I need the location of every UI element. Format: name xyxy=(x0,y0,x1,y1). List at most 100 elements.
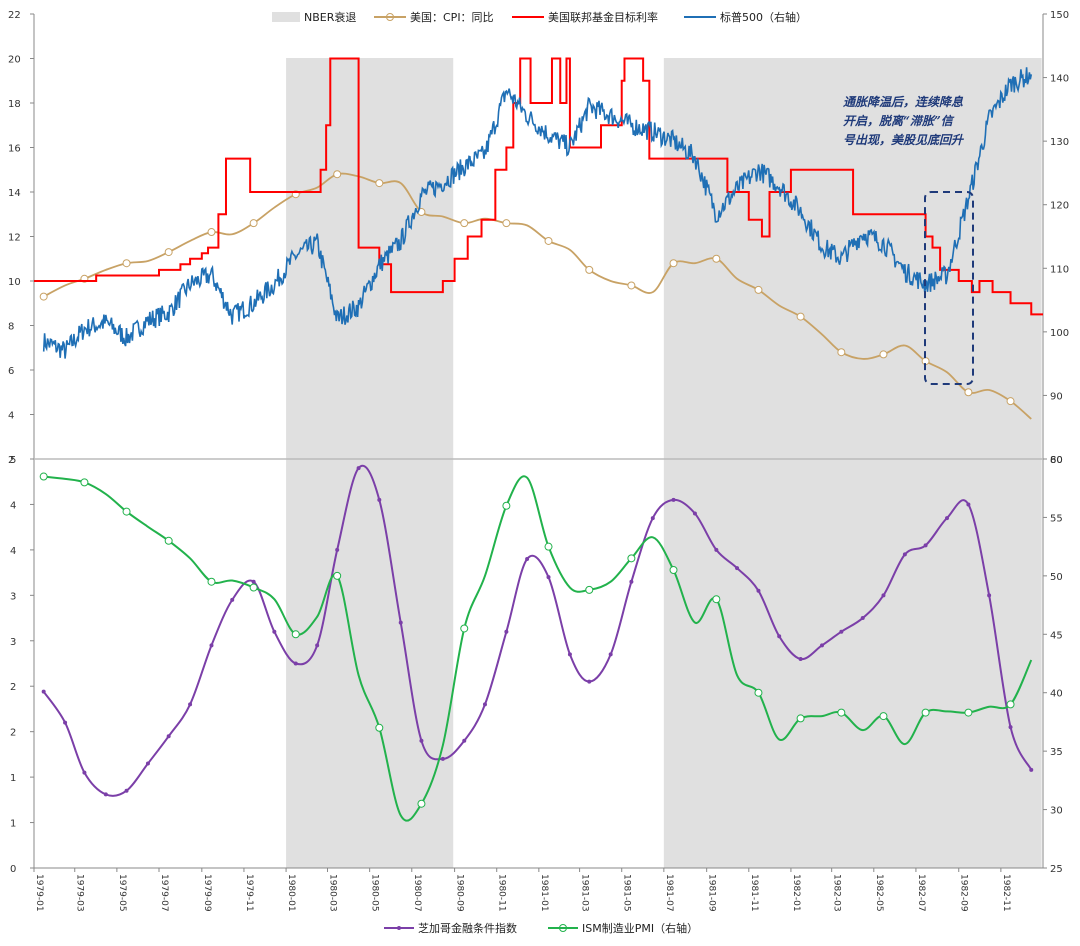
chicago-point xyxy=(209,643,214,648)
axes: 2468101214161820228090100110120130140150… xyxy=(8,10,1069,912)
x-tick-label: 1979-03 xyxy=(75,874,85,912)
ism-point xyxy=(502,501,511,510)
ism-point xyxy=(712,595,721,604)
bottom-left-tick-label: 2 xyxy=(10,682,16,693)
chicago-point xyxy=(124,788,129,793)
cpi-point xyxy=(207,228,216,237)
cpi-point xyxy=(122,259,131,268)
legend-cpi-label: 美国：CPI：同比 xyxy=(410,11,494,24)
top-left-tick-label: 12 xyxy=(8,233,21,244)
legend-recession-label: NBER衰退 xyxy=(304,10,356,24)
top-right-tick-label: 90 xyxy=(1050,391,1063,402)
x-tick-label: 1981-09 xyxy=(707,874,717,912)
cpi-point xyxy=(837,348,846,357)
bottom-left-tick-label: 1 xyxy=(10,819,16,830)
chicago-point xyxy=(629,579,634,584)
x-tick-label: 1982-03 xyxy=(832,874,842,912)
ism-point xyxy=(122,507,131,516)
top-left-tick-label: 14 xyxy=(8,188,21,199)
legend-top: NBER衰退 美国：CPI：同比 美国联邦基金目标利率 标普500（右轴） xyxy=(272,10,807,24)
chicago-point xyxy=(735,566,740,571)
ism-point xyxy=(375,723,384,732)
ism-point xyxy=(39,472,48,481)
legend-chicago-label: 芝加哥金融条件指数 xyxy=(418,921,517,935)
chicago-point xyxy=(714,547,719,552)
chicago-point xyxy=(945,516,950,521)
bottom-right-tick-label: 25 xyxy=(1050,864,1063,875)
bottom-right-tick-label: 35 xyxy=(1050,747,1063,758)
chicago-line xyxy=(42,464,1033,797)
ism-point xyxy=(333,571,342,580)
cpi-point xyxy=(544,236,553,245)
cpi-point xyxy=(964,388,973,397)
annotation-highlight-box xyxy=(924,191,974,385)
top-left-tick-label: 8 xyxy=(8,322,14,333)
cpi-point xyxy=(754,285,763,294)
ism-point xyxy=(417,799,426,808)
chicago-point xyxy=(335,547,340,552)
legend-ism-label: ISM制造业PMI（右轴） xyxy=(582,921,698,935)
x-tick-label: 1979-11 xyxy=(244,874,254,912)
recession-band-bottom-1 xyxy=(286,459,454,868)
chicago-point xyxy=(902,552,907,557)
fed-rate-line xyxy=(34,57,1043,316)
chicago-point xyxy=(798,656,803,661)
legend-recession-swatch xyxy=(272,12,300,22)
chicago-point xyxy=(398,620,403,625)
chicago-point xyxy=(1008,725,1013,730)
x-tick-label: 1980-03 xyxy=(328,874,338,912)
ism-point xyxy=(669,566,678,575)
ism-point xyxy=(164,536,173,545)
x-tick-label: 1982-11 xyxy=(1001,874,1011,912)
recession-bands xyxy=(286,58,1042,868)
bottom-left-tick-label: 2 xyxy=(10,728,16,739)
x-tick-label: 1980-09 xyxy=(455,874,465,912)
cpi-point xyxy=(1006,397,1015,406)
x-tick-label: 1981-07 xyxy=(664,874,674,912)
ism-point xyxy=(964,708,973,717)
ism-point xyxy=(249,583,258,592)
cpi-point xyxy=(585,265,594,274)
bottom-left-tick-label: 5 xyxy=(10,455,16,466)
cpi-point xyxy=(669,259,678,268)
chicago-point xyxy=(692,511,697,516)
chicago-point xyxy=(230,597,235,602)
ism-point xyxy=(460,624,469,633)
chicago-point xyxy=(188,702,193,707)
chicago-point xyxy=(1029,767,1034,772)
annotation-line-3: 号出现，美股见底回升 xyxy=(843,133,965,147)
cpi-point xyxy=(375,179,384,188)
x-tick-label: 1981-11 xyxy=(749,874,759,912)
cpi-point xyxy=(627,281,636,290)
chicago-point xyxy=(923,543,928,548)
x-tick-label: 1981-03 xyxy=(580,874,590,912)
cpi-point xyxy=(333,170,342,179)
top-right-tick-label: 140 xyxy=(1050,74,1069,85)
top-right-tick-label: 110 xyxy=(1050,264,1069,275)
top-left-tick-label: 22 xyxy=(8,10,21,21)
top-right-tick-label: 80 xyxy=(1050,455,1063,466)
x-tick-label: 1982-01 xyxy=(791,874,801,912)
x-tick-label: 1980-05 xyxy=(370,874,380,912)
chicago-point xyxy=(881,593,886,598)
chicago-point xyxy=(103,792,108,797)
x-tick-label: 1979-01 xyxy=(34,874,44,912)
chicago-point xyxy=(650,516,655,521)
chicago-point xyxy=(608,652,613,657)
ism-point xyxy=(796,714,805,723)
top-right-tick-label: 100 xyxy=(1050,328,1069,339)
chicago-point xyxy=(419,738,424,743)
chicago-point xyxy=(777,634,782,639)
cpi-point xyxy=(164,248,173,257)
x-tick-label: 1980-07 xyxy=(412,874,422,912)
ism-point xyxy=(207,577,216,586)
chicago-point xyxy=(839,629,844,634)
bottom-left-tick-label: 4 xyxy=(10,546,16,557)
legend-bottom: 芝加哥金融条件指数 ISM制造业PMI（右轴） xyxy=(384,921,698,935)
x-tick-label: 1981-05 xyxy=(622,874,632,912)
chicago-point xyxy=(860,616,865,621)
cpi-point xyxy=(796,312,805,321)
top-left-tick-label: 16 xyxy=(8,144,21,155)
chicago-point xyxy=(440,756,445,761)
